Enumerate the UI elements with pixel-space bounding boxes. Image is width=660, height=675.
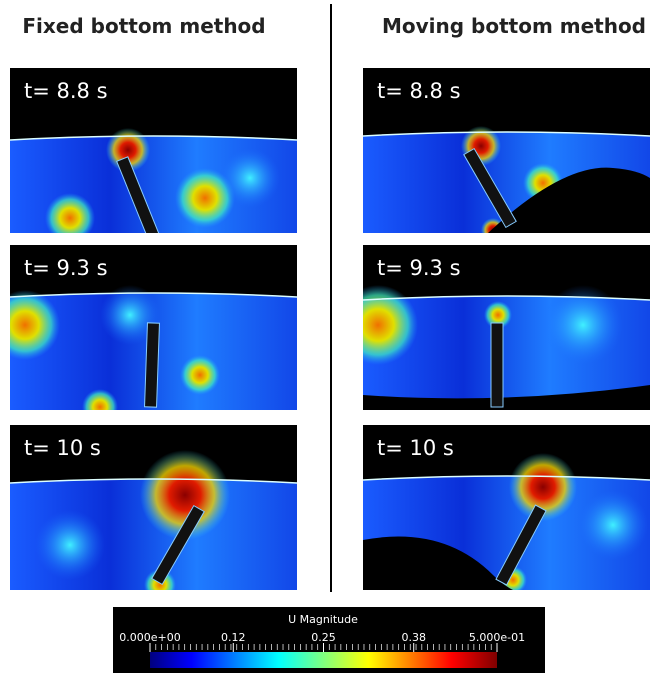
gate xyxy=(490,322,504,408)
colorbar-tick-label: 0.000e+00 xyxy=(119,631,180,644)
moving-bottom xyxy=(488,167,650,233)
panel: t= 8.8 s xyxy=(10,68,297,233)
gate xyxy=(144,322,160,408)
surface xyxy=(10,135,297,141)
time-label: t= 10 s xyxy=(24,436,101,460)
panel: t= 9.3 s xyxy=(10,245,297,410)
velocity-blob xyxy=(175,168,235,228)
velocity-blob xyxy=(140,450,230,540)
panel-inner xyxy=(10,425,297,590)
panel-inner xyxy=(363,425,650,590)
velocity-blob xyxy=(509,453,577,521)
time-label: t= 8.8 s xyxy=(24,79,108,103)
velocity-blob xyxy=(543,285,623,365)
velocity-blob xyxy=(363,285,418,365)
panel: t= 9.3 s xyxy=(363,245,650,410)
panel-inner xyxy=(10,245,297,410)
column-heading: Fixed bottom method xyxy=(22,14,265,38)
panel-inner xyxy=(363,245,650,410)
surface xyxy=(363,131,650,137)
velocity-blob xyxy=(180,355,220,395)
colorbar-title: U Magnitude xyxy=(288,613,358,626)
time-label: t= 9.3 s xyxy=(377,256,461,280)
velocity-blob xyxy=(100,285,160,345)
surface xyxy=(10,478,297,484)
colorbar-tick-label: 0.12 xyxy=(221,631,246,644)
panel-inner xyxy=(363,68,650,233)
gate xyxy=(463,147,517,229)
colorbar-tick-label: 0.25 xyxy=(311,631,336,644)
surface xyxy=(363,295,650,301)
surface xyxy=(363,475,650,481)
time-label: t= 8.8 s xyxy=(377,79,461,103)
velocity-blob xyxy=(10,290,60,360)
colorbar-tick-label: 5.000e-01 xyxy=(469,631,525,644)
panel: t= 8.8 s xyxy=(363,68,650,233)
colorbar-tick-label: 0.38 xyxy=(401,631,426,644)
surface xyxy=(10,292,297,298)
panel-inner xyxy=(10,68,297,233)
moving-bottom xyxy=(363,536,513,590)
time-label: t= 9.3 s xyxy=(24,256,108,280)
colorbar xyxy=(150,652,497,668)
velocity-blob xyxy=(578,490,648,560)
gate xyxy=(116,156,160,233)
velocity-blob xyxy=(45,193,95,233)
column-heading: Moving bottom method xyxy=(382,14,646,38)
velocity-blob xyxy=(35,510,105,580)
velocity-blob xyxy=(220,148,280,208)
gate xyxy=(151,504,205,586)
velocity-blob xyxy=(484,301,512,329)
moving-bottom xyxy=(363,385,650,410)
velocity-blob xyxy=(82,389,118,410)
panel: t= 10 s xyxy=(10,425,297,590)
gate xyxy=(495,504,547,586)
panel: t= 10 s xyxy=(363,425,650,590)
time-label: t= 10 s xyxy=(377,436,454,460)
